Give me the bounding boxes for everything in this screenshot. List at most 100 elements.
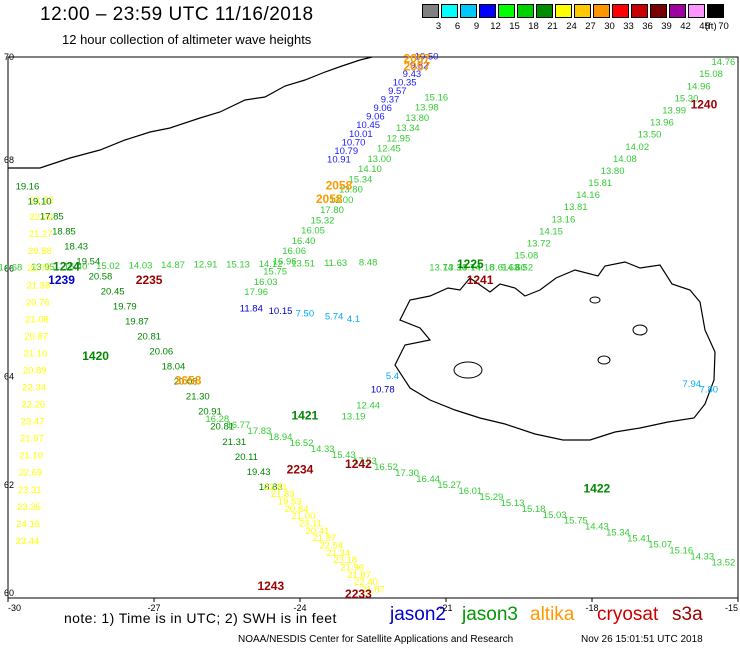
pass-id-label: 2058 <box>316 192 343 206</box>
scale-label: 9 <box>473 21 480 32</box>
wave-height-value: 15.08 <box>699 69 723 80</box>
wave-height-value: 20.84 <box>285 504 309 515</box>
wave-height-value: 14.02 <box>625 142 649 153</box>
lake-outline <box>632 324 648 336</box>
page-title: 12:00 – 23:59 UTC 11/16/2018 <box>40 4 314 25</box>
pass-id-label: 2235 <box>136 273 163 287</box>
wave-height-value: 13.99 <box>662 105 686 116</box>
scale-swatch <box>688 4 705 18</box>
wave-height-value: 22.70 <box>27 263 51 274</box>
wave-height-value: 16.40 <box>64 262 88 273</box>
wave-height-value: 22.26 <box>21 400 45 411</box>
scale-label: 18 <box>528 21 539 32</box>
wave-height-value: 9.06 <box>373 103 392 114</box>
wave-height-value: 22.02 <box>29 212 53 223</box>
wave-height-value: 22.34 <box>22 383 46 394</box>
wave-height-value: 15.32 <box>311 215 335 226</box>
wave-height-value: 13.80 <box>601 166 625 177</box>
page-subtitle: 12 hour collection of altimeter wave hei… <box>62 32 312 47</box>
wave-height-value: 10.91 <box>327 154 351 165</box>
wave-height-value: 15.03 <box>543 510 567 521</box>
wave-height-value: 14.33 <box>311 444 335 455</box>
wave-height-value: 15.30 <box>675 93 699 104</box>
scale-label: 36 <box>642 21 653 32</box>
wave-height-value: 10.01 <box>349 129 373 140</box>
scale-label: 6 <box>454 21 461 32</box>
wave-height-value: 14.03 <box>129 261 153 272</box>
wave-height-value: 15.07 <box>648 540 672 551</box>
wave-height-value: 16.28 <box>205 414 229 425</box>
scale-swatch <box>631 4 648 18</box>
scale-swatch <box>593 4 610 18</box>
wave-height-value: 23.11 <box>299 519 322 530</box>
scale-label: 21 <box>547 21 558 32</box>
lat-label: 66 <box>4 263 14 273</box>
pass-id-label: 3658 <box>175 373 202 387</box>
lon-label: -27 <box>147 603 160 613</box>
pass-id-label: 1225 <box>457 257 484 271</box>
legend-jason2: jason2 <box>390 604 446 625</box>
legend-cryosat: cryosat <box>597 604 659 625</box>
scale-label: 42 <box>680 21 691 32</box>
wave-height-value: 17.53 <box>353 456 377 467</box>
scale-swatch <box>707 4 724 18</box>
scale-swatch <box>422 4 439 18</box>
wave-height-value: 20.41 <box>305 526 329 537</box>
lon-label: -18 <box>585 603 598 613</box>
scale-label: 70 <box>718 21 729 32</box>
wave-height-value: 15.02 <box>96 261 120 272</box>
wave-height-value: 9.57 <box>388 86 407 97</box>
wave-height-value: 16.06 <box>282 246 306 257</box>
wave-height-value: 13.19 <box>342 411 366 422</box>
wave-height-value: 13.95 <box>31 262 55 273</box>
wave-height-value: 18.94 <box>269 432 293 443</box>
wave-height-value: 14.10 <box>358 164 382 175</box>
pass-id-label: 1421 <box>292 408 319 422</box>
wave-height-value: 19.87 <box>125 317 149 328</box>
lon-label: -24 <box>293 603 306 613</box>
wave-height-value: 20.11 <box>235 452 258 463</box>
wave-height-value: 16.05 <box>301 226 325 237</box>
wave-height-value: 15.29 <box>480 492 504 503</box>
wave-height-value: 14.33 <box>690 552 714 563</box>
wave-height-value: 19.53 <box>278 496 302 507</box>
pass-id-label: 1224 <box>53 260 80 274</box>
wave-height-value: 13.81 <box>564 202 588 213</box>
pass-id-label: 1241 <box>467 273 494 287</box>
wave-height-value: 7.94 <box>683 379 702 390</box>
wave-height-value: 9.63 <box>501 263 520 274</box>
pass-id-label: 2234 <box>287 463 314 477</box>
wave-height-value: 15.34 <box>606 528 630 539</box>
wave-height-value: 7.50 <box>296 309 315 320</box>
wave-height-value: 10.70 <box>342 137 366 148</box>
pass-id-label: 2057 <box>403 51 430 65</box>
wave-height-value: 4.1 <box>347 314 360 325</box>
scale-swatch <box>479 4 496 18</box>
scale-label: 33 <box>623 21 634 32</box>
wave-height-value: 15.81 <box>588 178 612 189</box>
wave-height-value: 14.96 <box>687 81 711 92</box>
wave-height-value: 19.43 <box>247 467 271 478</box>
scale-label: 12 <box>490 21 501 32</box>
wave-height-value: 21.34 <box>326 548 350 559</box>
wave-height-value: 21.96 <box>340 563 364 574</box>
wave-height-value: 13.34 <box>396 123 420 134</box>
lon-label: -30 <box>8 603 21 613</box>
scale-label: 3 <box>435 21 442 32</box>
pass-id-label: 1243 <box>257 579 284 593</box>
lake-outline <box>453 361 483 379</box>
wave-height-value: 14.12 <box>259 259 283 270</box>
wave-height-value: 18.43 <box>64 242 88 253</box>
pass-id-label: 1422 <box>584 482 611 496</box>
pass-id-label: 2058 <box>326 179 353 193</box>
wave-height-value: 13.00 <box>330 195 354 206</box>
wave-height-value: 22.40 <box>354 577 378 588</box>
wave-height-value: 18.83 <box>259 482 283 493</box>
wave-height-value: 14.16 <box>576 190 600 201</box>
wave-height-value: 14.76 <box>712 57 736 68</box>
wave-height-value: 8.6 <box>490 263 503 274</box>
scale-swatch <box>536 4 553 18</box>
scale-unit: (ft) <box>705 21 717 32</box>
wave-height-value: 12.45 <box>377 144 401 155</box>
